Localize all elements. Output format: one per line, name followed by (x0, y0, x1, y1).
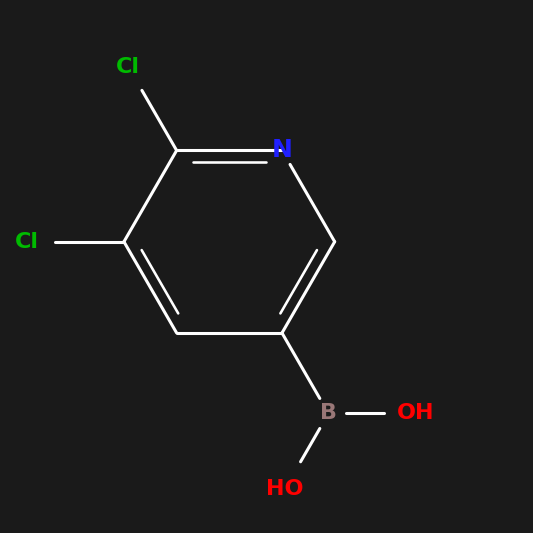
Text: N: N (271, 139, 293, 163)
Text: B: B (320, 403, 337, 423)
Text: HO: HO (266, 479, 304, 498)
Text: Cl: Cl (116, 56, 140, 77)
Text: Cl: Cl (15, 232, 39, 252)
Text: OH: OH (397, 403, 434, 423)
